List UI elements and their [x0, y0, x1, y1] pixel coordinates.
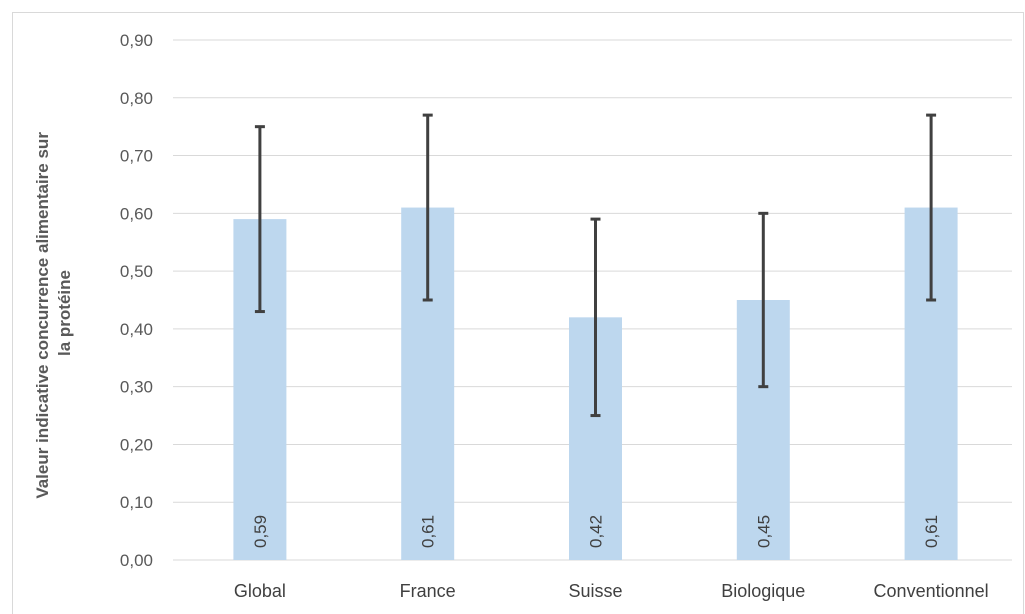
y-tick-label: 0,80: [120, 89, 153, 108]
data-label: 0,45: [754, 515, 773, 548]
y-tick-label: 0,10: [120, 493, 153, 512]
y-axis-ticks: 0,00 0,10 0,20 0,30 0,40 0,50 0,60 0,70 0,80 0,90: [120, 31, 153, 570]
data-label: 0,59: [251, 515, 270, 548]
x-tick-label: Suisse: [568, 581, 622, 601]
data-label: 0,42: [587, 515, 606, 548]
y-tick-label: 0,60: [120, 204, 153, 223]
error-bars: [254, 113, 937, 418]
x-axis-categories: Global France Suisse Biologique Conventionne…: [234, 581, 989, 601]
y-tick-label: 0,50: [120, 262, 153, 281]
chart-frame: [12, 12, 1024, 614]
y-tick-label: 0,70: [120, 147, 153, 166]
y-tick-label: 0,30: [120, 378, 153, 397]
y-axis-label-line-1: Valeur indicative concurrence alimentair…: [33, 132, 52, 499]
y-axis-label-line-2: la protéine: [55, 270, 74, 356]
y-tick-label: 0,00: [120, 551, 153, 570]
x-tick-label: Global: [234, 581, 286, 601]
y-tick-label: 0,20: [120, 435, 153, 454]
x-tick-label: France: [400, 581, 456, 601]
data-label: 0,61: [922, 515, 941, 548]
data-label: 0,61: [419, 515, 438, 548]
y-tick-label: 0,90: [120, 31, 153, 50]
x-tick-label: Biologique: [721, 581, 805, 601]
y-axis-label: Valeur indicative concurrence alimentair…: [33, 127, 74, 498]
x-tick-label: Conventionnel: [874, 581, 989, 601]
data-labels: 0,59 0,61 0,42 0,45 0,61: [251, 515, 941, 548]
y-tick-label: 0,40: [120, 320, 153, 339]
